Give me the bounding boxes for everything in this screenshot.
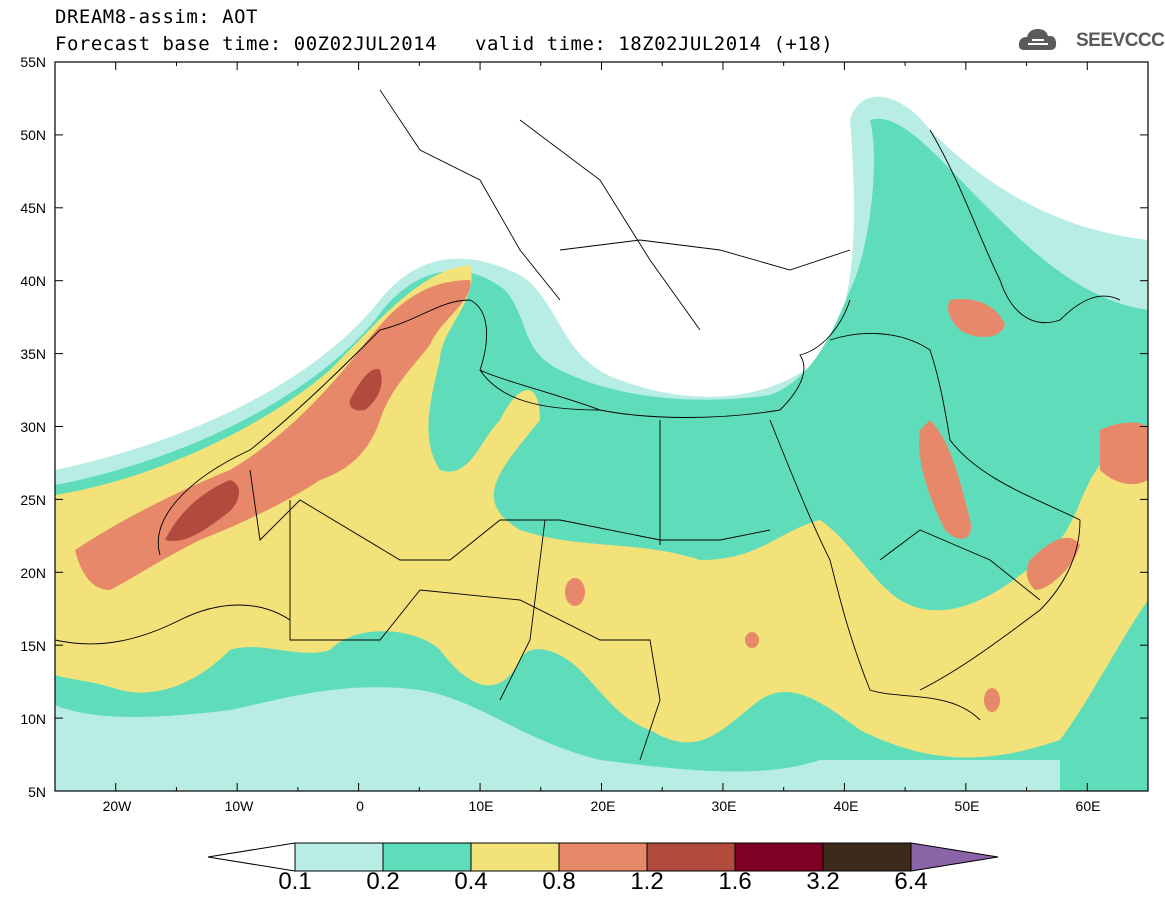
colorbar-under-arrow [207, 842, 296, 872]
lon-label: 20W [102, 798, 132, 814]
lat-label: 30N [20, 419, 46, 435]
lat-label: 50N [20, 127, 46, 143]
base-time: Forecast base time: 00Z02JUL2014 [55, 33, 438, 55]
aot-field [55, 62, 1148, 791]
lon-label: 40E [833, 798, 859, 814]
colorbar-label: 0.2 [366, 868, 400, 895]
aot-level-1.2 [349, 369, 382, 411]
colorbar-swatch [734, 842, 824, 872]
lon-label: 50E [954, 798, 980, 814]
lon-label: 20E [590, 798, 616, 814]
aot-level-1.2 [165, 480, 240, 541]
colorbar-swatch [294, 842, 384, 872]
lon-label: 10E [468, 798, 494, 814]
aot-level-0.8 [948, 299, 1005, 337]
country-borders [55, 89, 1121, 761]
colorbar-label: 1.6 [718, 868, 752, 895]
aot-level-0.8 [565, 578, 585, 606]
colorbar-label: 1.2 [630, 868, 664, 895]
colorbar-label: 3.2 [806, 868, 840, 895]
lon-label: 10W [224, 798, 254, 814]
colorbar-label: 6.4 [894, 868, 928, 895]
aot-level-0.8 [919, 420, 971, 539]
lat-label: 20N [20, 565, 46, 581]
lon-label: 30E [711, 798, 737, 814]
colorbar-swatch [822, 842, 912, 872]
aot-level-0.8 [1026, 537, 1080, 590]
colorbar-label: 0.4 [454, 868, 488, 895]
colorbar-label: 0.8 [542, 868, 576, 895]
lat-label: 45N [20, 200, 46, 216]
colorbar-swatch [558, 842, 648, 872]
lon-label: 0 [356, 798, 364, 814]
colorbar-swatch [646, 842, 736, 872]
colorbar-swatch [382, 842, 472, 872]
lat-label: 40N [20, 273, 46, 289]
valid-time: valid time: 18Z02JUL2014 (+18) [475, 33, 834, 55]
aot-level-0.8 [745, 632, 759, 648]
logo-text: SEEVCCC [1076, 30, 1165, 51]
map-title: DREAM8-assim: AOT [55, 6, 258, 28]
lat-label: 15N [20, 638, 46, 654]
lat-label: 25N [20, 492, 46, 508]
aot-level-0.8 [984, 688, 1000, 712]
aot-level-0.8 [75, 280, 471, 590]
lat-label: 10N [20, 711, 46, 727]
colorbar-label: 0.1 [278, 868, 312, 895]
lat-label: 55N [20, 54, 46, 70]
lat-label: 5N [28, 784, 46, 800]
axis-ticks [54, 61, 1149, 792]
aot-level-0.8 [1100, 422, 1148, 485]
colorbar [207, 842, 999, 872]
colorbar-over-arrow [910, 842, 999, 872]
lon-label: 60E [1075, 798, 1101, 814]
colorbar-swatch [470, 842, 560, 872]
cloud-logo-icon [1018, 29, 1057, 50]
lat-label: 35N [20, 346, 46, 362]
